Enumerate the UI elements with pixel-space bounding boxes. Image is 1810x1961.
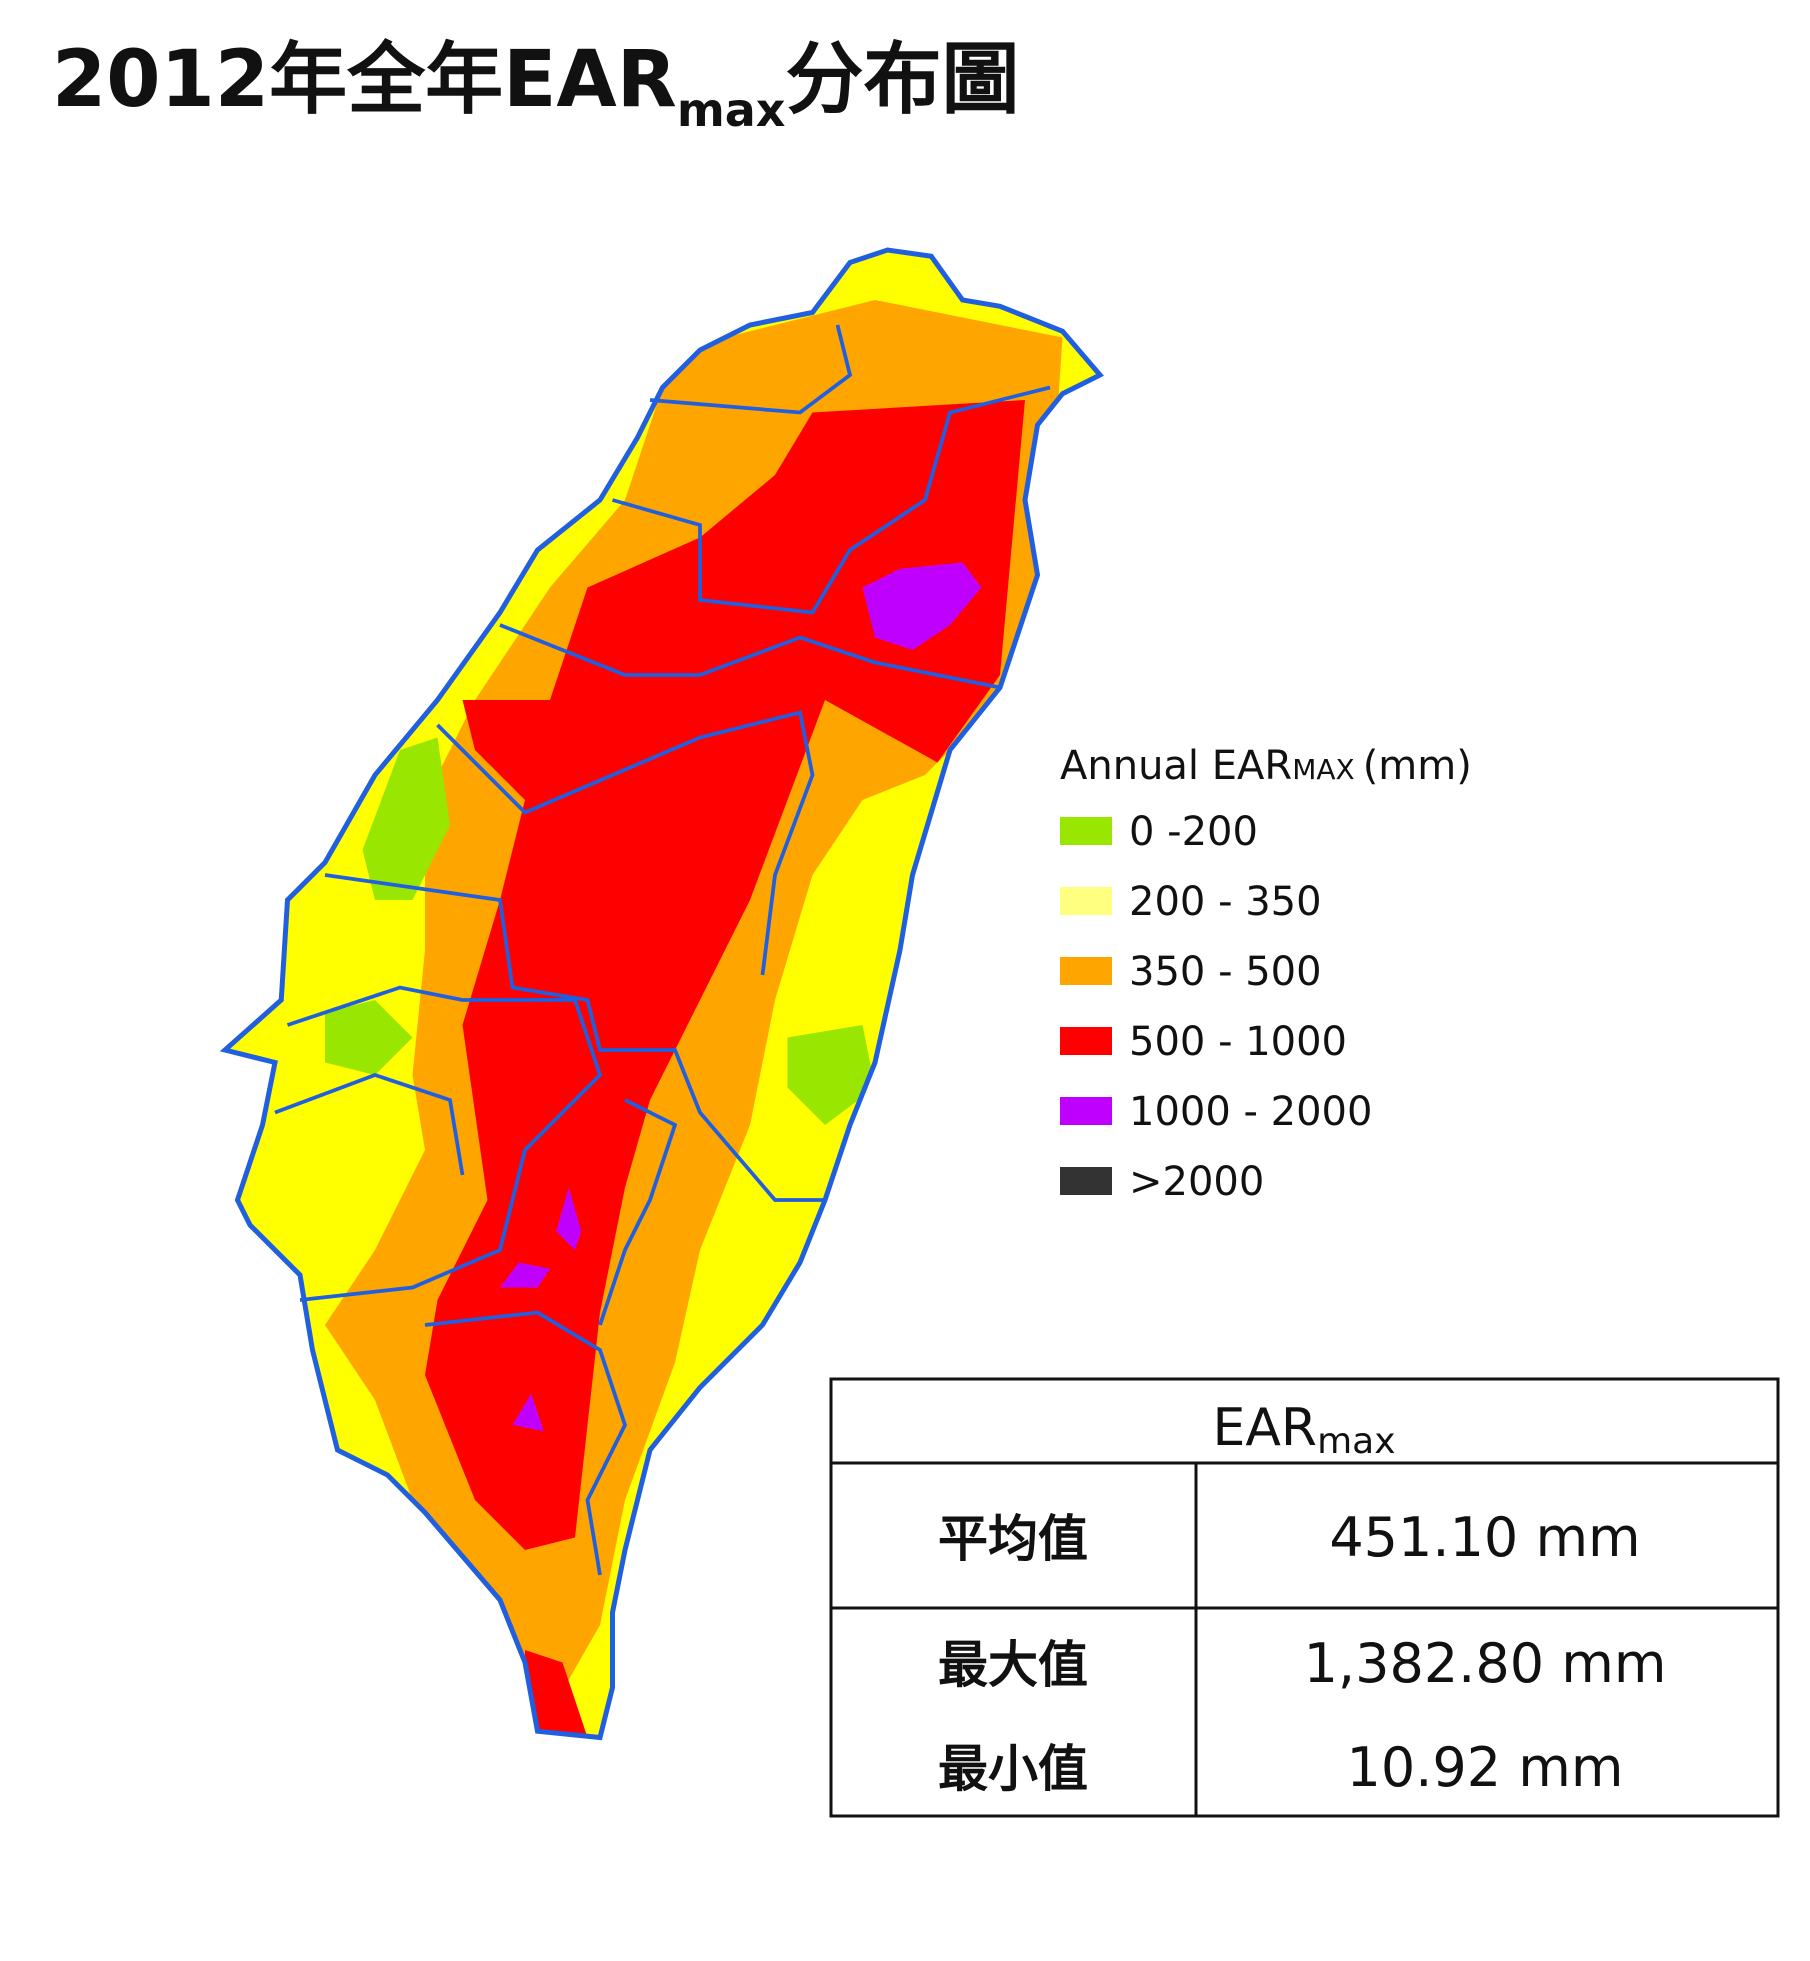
- map-zone-purple: [862, 562, 982, 650]
- map-zone-purple: [512, 1393, 544, 1432]
- title-main: 2012年全年EAR: [52, 35, 677, 125]
- legend-title-unit: (mm): [1363, 743, 1472, 789]
- row-value: 10.92 mm: [1347, 1736, 1624, 1799]
- title-subscript: max: [677, 83, 786, 137]
- table-header-text: EAR: [1213, 1398, 1318, 1458]
- map-zone-red: [425, 400, 1025, 1550]
- map-zone-purple: [556, 1187, 582, 1250]
- legend-label: 350 - 500: [1129, 949, 1322, 995]
- legend-swatch: [1060, 1167, 1112, 1195]
- table-header-subscript: max: [1317, 1421, 1395, 1462]
- legend-label: >2000: [1129, 1159, 1264, 1205]
- table-border: [829, 1377, 1780, 1818]
- legend-swatch: [1060, 1027, 1112, 1055]
- legend-label: 200 - 350: [1129, 879, 1322, 925]
- legend-label: 500 - 1000: [1129, 1019, 1347, 1065]
- row-label: 最小值: [938, 1740, 1088, 1798]
- map-zone-purple: [500, 1262, 550, 1288]
- legend-swatch: [1060, 957, 1112, 985]
- row-value: 451.10 mm: [1329, 1506, 1640, 1569]
- legend-swatch: [1060, 1097, 1112, 1125]
- legend-title-text: Annual EAR: [1060, 743, 1292, 789]
- legend-swatch: [1060, 887, 1112, 915]
- map-zone-green: [787, 1025, 875, 1125]
- stats-table: [829, 1377, 1780, 1818]
- map-zone-green: [325, 1000, 413, 1075]
- legend-label: 0 -200: [1129, 809, 1258, 855]
- table-header: EARmax: [1213, 1398, 1396, 1462]
- legend-label: 1000 - 2000: [1129, 1089, 1372, 1135]
- title-suffix: 分布圖: [785, 35, 1019, 125]
- map-zone-red-south: [525, 1650, 588, 1738]
- map-zone-green: [362, 737, 450, 900]
- row-value: 1,382.80 mm: [1304, 1632, 1667, 1695]
- legend-title-subscript: MAX: [1292, 753, 1355, 786]
- legend-title: Annual EARMAX (mm): [1060, 743, 1472, 789]
- row-label: 平均值: [938, 1510, 1088, 1568]
- row-label: 最大值: [938, 1636, 1088, 1694]
- title: 2012年全年EARmax分布圖: [52, 35, 1019, 137]
- map-boundaries: [274, 324, 1051, 1576]
- legend-swatch: [1060, 817, 1112, 845]
- legend: 0 -200 200 - 350 350 - 500 500 - 1000 1000 -…: [1060, 809, 1372, 1205]
- table-body: 平均值 451.10 mm 最大值 1,382.80 mm 最小值 10.92 mm: [938, 1506, 1666, 1799]
